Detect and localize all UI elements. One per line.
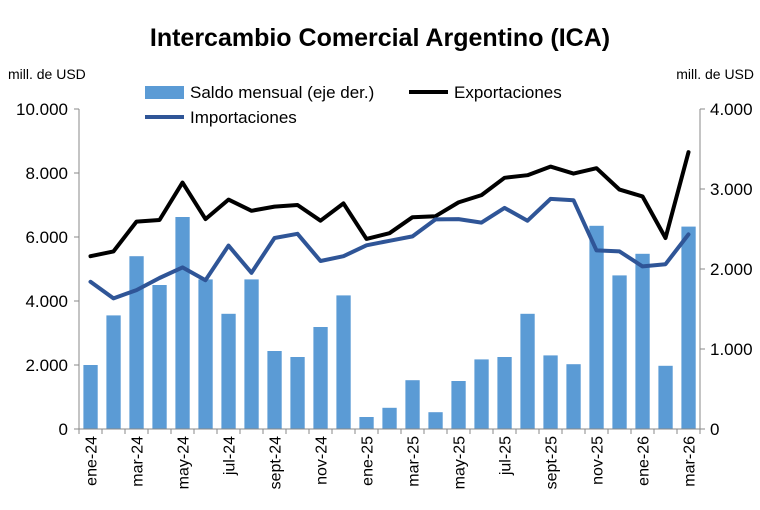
- x-tick-label: mar-26: [682, 436, 699, 487]
- saldo-bar: [129, 256, 144, 429]
- saldo-bar: [497, 357, 512, 429]
- y-axis-left-unit: mill. de USD: [8, 66, 86, 82]
- saldo-bar: [313, 327, 328, 429]
- saldo-bar: [566, 364, 581, 429]
- x-tick-label: sept-25: [544, 436, 561, 489]
- saldo-bar: [405, 380, 420, 429]
- saldo-bar: [175, 217, 190, 429]
- y-axis-right-unit: mill. de USD: [676, 66, 754, 82]
- y-left-tick-label: 0: [59, 420, 68, 439]
- saldo-bar: [336, 295, 351, 429]
- saldo-bar: [612, 275, 627, 429]
- y-left-tick-label: 8.000: [25, 164, 68, 183]
- x-tick-label: nov-24: [314, 436, 331, 485]
- saldo-bar: [382, 407, 397, 429]
- saldo-bar: [83, 365, 98, 429]
- saldo-bar: [290, 357, 305, 429]
- legend-saldo-label: Saldo mensual (eje der.): [190, 83, 374, 102]
- y-right-tick-label: 2.000: [710, 260, 753, 279]
- chart-title: Intercambio Comercial Argentino (ICA): [150, 24, 610, 52]
- saldo-bar: [267, 351, 282, 429]
- x-tick-label: may-24: [176, 436, 193, 489]
- saldo-bar: [681, 226, 696, 429]
- x-tick-label: may-25: [452, 436, 469, 489]
- saldo-bar: [474, 359, 489, 429]
- x-tick-label: jul-25: [498, 436, 515, 476]
- saldo-bar: [589, 225, 604, 429]
- saldo-bar: [658, 365, 673, 429]
- y-left-tick-label: 4.000: [25, 292, 68, 311]
- legend-saldo-swatch: [145, 86, 184, 99]
- saldo-bar: [359, 417, 374, 429]
- y-right-tick-label: 3.000: [710, 180, 753, 199]
- saldo-bars: [83, 217, 696, 429]
- legend-exportaciones-label: Exportaciones: [454, 83, 562, 102]
- saldo-bar: [152, 285, 167, 429]
- y-right-tick-label: 4.000: [710, 100, 753, 119]
- x-tick-label: ene-26: [636, 436, 653, 486]
- saldo-bar: [198, 279, 213, 429]
- y-left-tick-label: 6.000: [25, 228, 68, 247]
- x-tick-label: sept-24: [268, 436, 285, 489]
- x-tick-label: ene-24: [84, 436, 101, 486]
- saldo-bar: [635, 253, 650, 429]
- saldo-bar: [543, 355, 558, 429]
- saldo-bar: [451, 381, 466, 429]
- axes: 0 2.000 4.000 6.000 8.000 10.000 0 1.000 2.000 3.…: [16, 100, 753, 489]
- y-left-tick-label: 2.000: [25, 356, 68, 375]
- legend-importaciones-label: Importaciones: [190, 108, 297, 127]
- y-left-tick-label: 10.000: [16, 100, 68, 119]
- x-tick-label: ene-25: [360, 436, 377, 486]
- saldo-bar: [221, 313, 236, 429]
- saldo-bar: [428, 412, 443, 429]
- saldo-bar: [106, 315, 121, 429]
- y-right-tick-label: 1.000: [710, 340, 753, 359]
- exportaciones-line: [88, 150, 691, 259]
- importaciones-line: [88, 196, 691, 301]
- x-tick-label: jul-24: [222, 436, 239, 476]
- x-tick-label: nov-25: [590, 436, 607, 485]
- line-series: [88, 150, 691, 301]
- x-tick-label: mar-25: [406, 436, 423, 487]
- x-tick-label: mar-24: [130, 436, 147, 487]
- y-right-tick-label: 0: [710, 420, 719, 439]
- saldo-bar: [244, 279, 259, 429]
- legend: Saldo mensual (eje der.) Exportaciones Imp…: [145, 83, 562, 127]
- saldo-bar: [520, 313, 535, 429]
